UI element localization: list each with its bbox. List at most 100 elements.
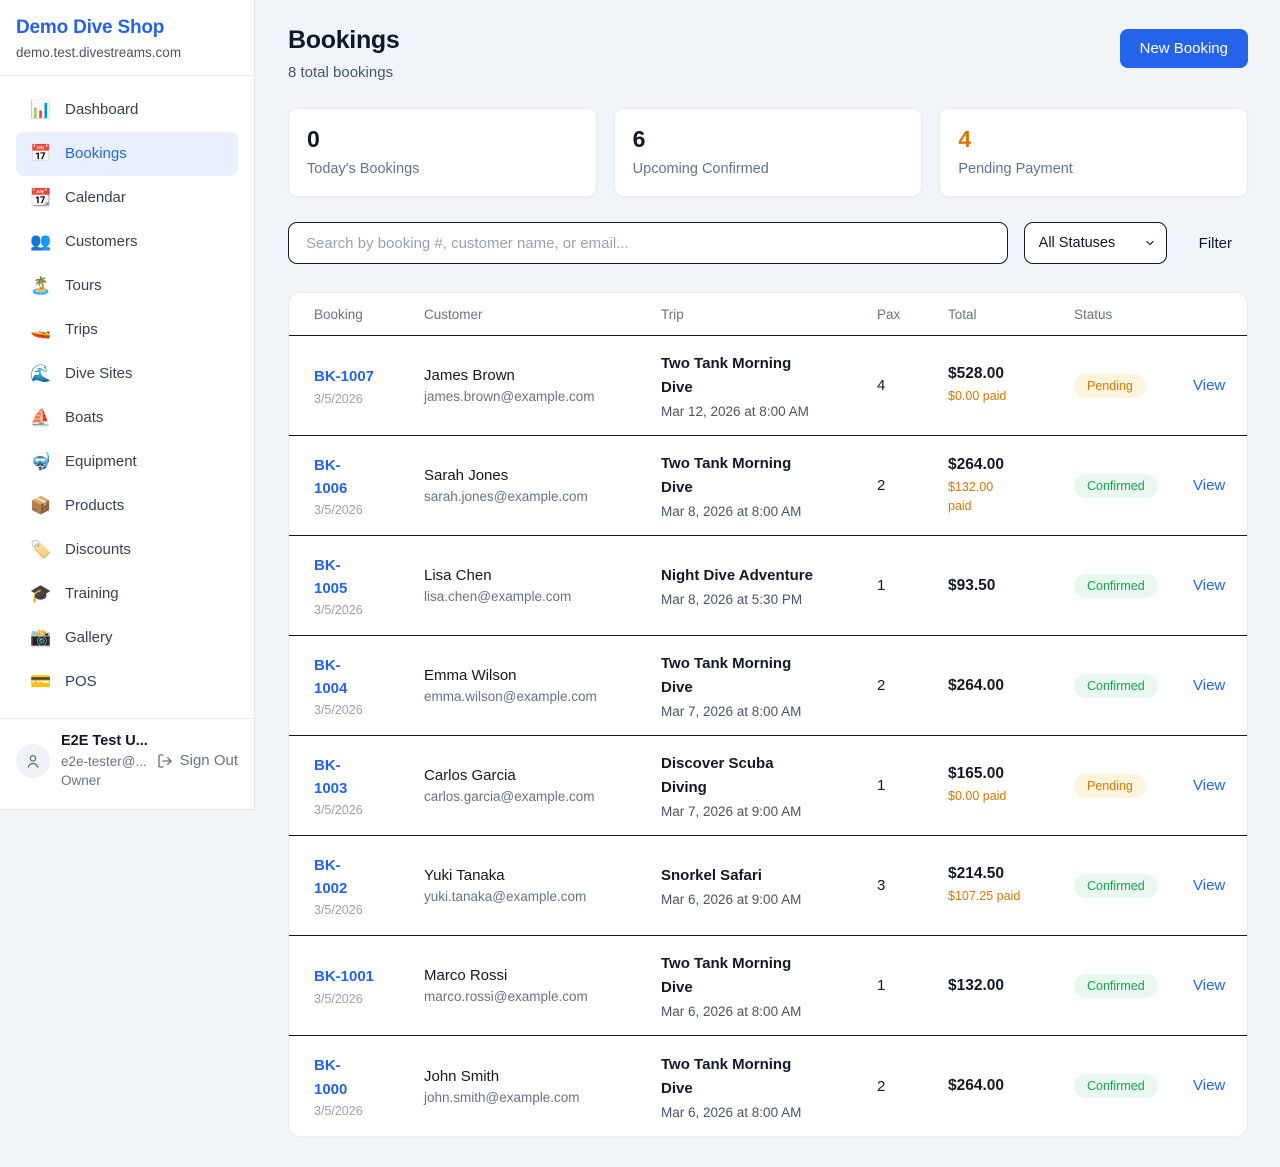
customer-email: sarah.jones@example.com	[424, 489, 588, 504]
trip-cell: Two Tank Morning Dive Mar 8, 2026 at 8:0…	[661, 436, 877, 535]
total-value: $528.00	[948, 365, 1005, 383]
customer-cell: Sarah Jones sarah.jones@example.com	[424, 451, 661, 520]
search-input[interactable]	[288, 222, 1008, 264]
view-link[interactable]: View	[1193, 976, 1226, 994]
table-row: BK-1007 3/5/2026 James Brown james.brown…	[289, 336, 1247, 436]
booking-link[interactable]: BK- 1000	[314, 1057, 348, 1098]
column-header-status: Status	[1074, 306, 1113, 322]
column-header-trip: Trip	[661, 306, 684, 322]
tag-icon: 🏷️	[30, 540, 52, 559]
pax-value: 1	[877, 777, 886, 794]
view-link[interactable]: View	[1193, 876, 1226, 894]
trip-name: Two Tank Morning Dive	[661, 355, 792, 396]
customer-email: james.brown@example.com	[424, 389, 595, 404]
view-link[interactable]: View	[1193, 776, 1226, 794]
sidebar-item-dive-sites[interactable]: 🌊 Dive Sites	[16, 352, 238, 396]
trip-cell: Snorkel Safari Mar 6, 2026 at 9:00 AM	[661, 848, 877, 923]
actions-cell: View	[1193, 561, 1225, 611]
table-row: BK- 1005 3/5/2026 Lisa Chen lisa.chen@ex…	[289, 536, 1247, 636]
sidebar-item-trips[interactable]: 🚤 Trips	[16, 308, 238, 352]
booking-link[interactable]: BK- 1002	[314, 856, 348, 897]
sidebar-item-gallery[interactable]: 📸 Gallery	[16, 616, 238, 660]
sidebar-item-equipment[interactable]: 🤿 Equipment	[16, 440, 238, 484]
sign-out-button[interactable]: Sign Out	[157, 752, 238, 769]
total-cell: $165.00 $0.00 paid	[948, 749, 1074, 821]
new-booking-button[interactable]: New Booking	[1119, 29, 1248, 68]
booking-link[interactable]: BK- 1003	[314, 756, 348, 797]
booking-link[interactable]: BK- 1005	[314, 556, 348, 597]
view-link[interactable]: View	[1193, 476, 1226, 494]
filter-button[interactable]: Filter	[1183, 227, 1248, 260]
total-cell: $264.00	[948, 661, 1074, 711]
customer-name: Lisa Chen	[424, 567, 492, 584]
customer-email: yuki.tanaka@example.com	[424, 889, 587, 904]
sidebar-item-pos[interactable]: 💳 POS	[16, 660, 238, 704]
trip-cell: Two Tank Morning Dive Mar 6, 2026 at 8:0…	[661, 936, 877, 1035]
person-icon	[27, 754, 39, 768]
total-value: $264.00	[948, 1077, 1005, 1094]
trip-datetime: Mar 8, 2026 at 8:00 AM	[661, 504, 802, 519]
sidebar-item-customers[interactable]: 👥 Customers	[16, 220, 238, 264]
status-cell: Confirmed	[1074, 958, 1193, 1014]
pax-value: 2	[877, 477, 886, 494]
status-badge: Confirmed	[1074, 573, 1158, 598]
actions-cell: View	[1193, 461, 1225, 511]
customer-cell: James Brown james.brown@example.com	[424, 351, 661, 420]
view-link[interactable]: View	[1193, 676, 1226, 694]
customer-name: Yuki Tanaka	[424, 867, 505, 884]
sidebar-item-calendar[interactable]: 📆 Calendar	[16, 176, 238, 220]
view-link[interactable]: View	[1193, 576, 1226, 594]
trip-cell: Two Tank Morning Dive Mar 7, 2026 at 8:0…	[661, 636, 877, 735]
total-cell: $264.00 $132.00 paid	[948, 440, 1074, 530]
booking-date: 3/5/2026	[314, 391, 363, 406]
booking-link[interactable]: BK-1007	[314, 368, 375, 386]
sidebar-item-dashboard[interactable]: 📊 Dashboard	[16, 88, 238, 132]
paid-value: $107.25 paid	[948, 889, 1021, 904]
booking-link[interactable]: BK-1001	[314, 968, 375, 986]
actions-cell: View	[1193, 1061, 1225, 1111]
credit-card-icon: 💳	[30, 672, 52, 691]
booking-date: 3/5/2026	[314, 703, 363, 718]
trip-cell: Two Tank Morning Dive Mar 6, 2026 at 8:0…	[661, 1037, 877, 1136]
sign-out-icon	[157, 754, 172, 768]
sidebar-item-bookings[interactable]: 📅 Bookings	[16, 132, 238, 176]
tear-off-calendar-icon: 📆	[30, 188, 52, 207]
total-value: $214.50	[948, 865, 1005, 883]
actions-cell: View	[1193, 961, 1225, 1011]
speedboat-icon: 🚤	[30, 320, 52, 339]
trip-datetime: Mar 8, 2026 at 5:30 PM	[661, 592, 803, 607]
status-filter: All Statuses	[1023, 222, 1167, 264]
sidebar-item-training[interactable]: 🎓 Training	[16, 572, 238, 616]
trip-name: Two Tank Morning Dive	[661, 955, 792, 996]
booking-cell: BK- 1006 3/5/2026	[314, 438, 424, 534]
calendar-icon: 📅	[30, 144, 52, 163]
booking-link[interactable]: BK- 1004	[314, 656, 348, 697]
sidebar-item-boats[interactable]: ⛵ Boats	[16, 396, 238, 440]
view-link[interactable]: View	[1193, 376, 1226, 394]
sidebar-item-products[interactable]: 📦 Products	[16, 484, 238, 528]
customer-cell: John Smith john.smith@example.com	[424, 1052, 661, 1121]
column-header-total: Total	[948, 306, 977, 322]
shop-domain: demo.test.divestreams.com	[16, 45, 182, 60]
sidebar-item-tours[interactable]: 🏝️ Tours	[16, 264, 238, 308]
customer-name: James Brown	[424, 367, 515, 384]
total-value: $264.00	[948, 456, 1005, 474]
paid-value: $0.00 paid	[948, 789, 1007, 804]
view-link[interactable]: View	[1193, 1077, 1226, 1094]
pax-value: 2	[877, 1077, 886, 1095]
table-controls: All Statuses Filter	[288, 222, 1248, 264]
trip-name: Night Dive Adventure	[661, 567, 813, 584]
status-badge: Confirmed	[1074, 1074, 1158, 1098]
customer-cell: Marco Rossi marco.rossi@example.com	[424, 951, 661, 1020]
island-icon: 🏝️	[30, 276, 52, 295]
customer-name: Marco Rossi	[424, 967, 508, 984]
column-header-customer: Customer	[424, 306, 483, 322]
trip-datetime: Mar 7, 2026 at 8:00 AM	[661, 704, 802, 719]
trip-name: Discover Scuba Diving	[661, 755, 774, 796]
booking-link[interactable]: BK- 1006	[314, 456, 348, 497]
status-filter-select[interactable]: All Statuses	[1023, 222, 1167, 264]
trip-name: Two Tank Morning Dive	[661, 455, 792, 496]
total-cell: $132.00	[948, 961, 1074, 1011]
sidebar-item-discounts[interactable]: 🏷️ Discounts	[16, 528, 238, 572]
booking-date: 3/5/2026	[314, 803, 363, 818]
